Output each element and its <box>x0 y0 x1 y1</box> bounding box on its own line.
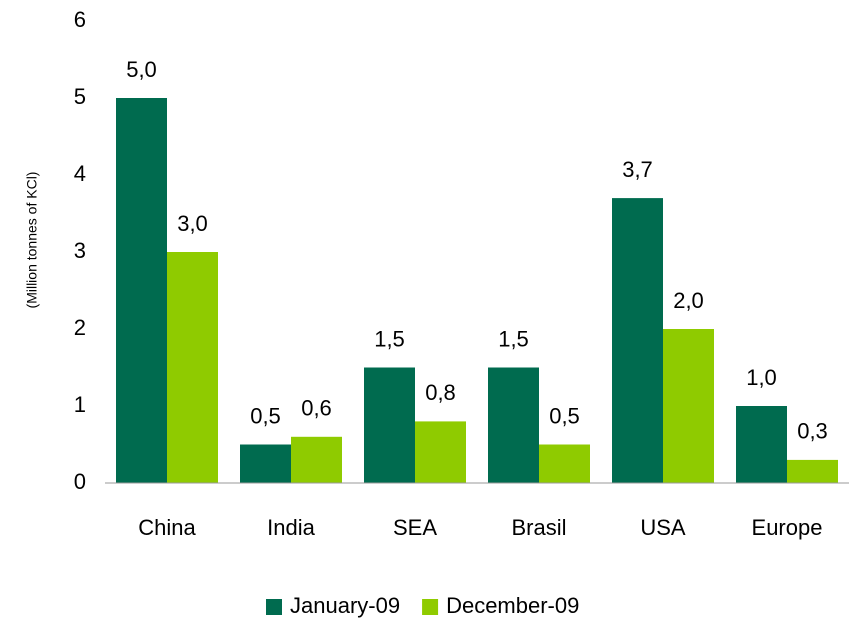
bar <box>116 98 167 483</box>
value-label: 0,8 <box>425 380 456 405</box>
legend-label: December-09 <box>446 593 579 618</box>
x-tick-label: USA <box>640 515 686 540</box>
value-label: 0,5 <box>250 403 281 428</box>
value-label: 5,0 <box>126 57 157 82</box>
bar <box>415 421 466 483</box>
y-tick-label: 2 <box>74 315 86 340</box>
value-label: 1,5 <box>498 326 529 351</box>
bar <box>736 406 787 483</box>
y-tick-label: 4 <box>74 161 86 186</box>
legend-swatch <box>422 599 439 615</box>
bar <box>539 444 590 483</box>
y-tick-label: 6 <box>74 7 86 32</box>
y-axis-label: (Million tonnes of KCl) <box>24 172 40 309</box>
x-tick-label: SEA <box>393 515 437 540</box>
value-label: 0,3 <box>797 419 828 444</box>
bar <box>167 252 218 483</box>
x-tick-label: Brasil <box>511 515 566 540</box>
legend-label: January-09 <box>290 593 400 618</box>
value-label: 3,7 <box>622 157 653 182</box>
bar <box>364 367 415 483</box>
bar <box>488 367 539 483</box>
value-label: 0,6 <box>301 396 332 421</box>
y-tick-label: 0 <box>74 469 86 494</box>
value-label: 0,5 <box>549 403 580 428</box>
legend-swatch <box>266 599 282 615</box>
x-tick-label: Europe <box>752 515 823 540</box>
value-label: 1,5 <box>374 326 405 351</box>
x-tick-label: China <box>138 515 196 540</box>
bar <box>291 436 342 483</box>
bar <box>612 198 663 483</box>
bar <box>240 444 291 483</box>
y-tick-label: 5 <box>74 84 86 109</box>
y-tick-label: 3 <box>74 238 86 263</box>
bar <box>663 329 714 483</box>
y-tick-label: 1 <box>74 392 86 417</box>
value-label: 3,0 <box>177 211 208 236</box>
bar <box>787 459 838 483</box>
x-tick-label: India <box>267 515 315 540</box>
value-label: 1,0 <box>746 365 777 390</box>
value-label: 2,0 <box>673 288 704 313</box>
